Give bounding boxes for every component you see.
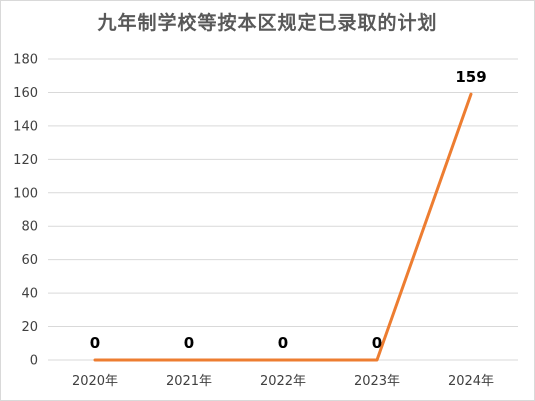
y-tick-label: 100	[13, 186, 38, 201]
data-label: 0	[372, 334, 382, 352]
series-layer	[93, 92, 473, 362]
y-tick-label: 180	[13, 53, 38, 68]
y-tick-label: 80	[21, 220, 38, 235]
series-line	[93, 92, 473, 362]
x-tick-label: 2022年	[260, 374, 306, 389]
data-labels: 0 0 0 0 159	[90, 68, 487, 352]
y-axis-ticks: 0 20 40 60 80 100 120 140 160 180	[13, 53, 38, 369]
y-tick-label: 140	[13, 119, 38, 134]
data-label: 159	[455, 68, 486, 86]
y-tick-label: 0	[30, 354, 38, 369]
y-tick-label: 20	[21, 320, 38, 335]
x-tick-label: 2020年	[72, 374, 118, 389]
gridlines	[48, 58, 518, 361]
x-tick-label: 2021年	[166, 374, 212, 389]
x-tick-label: 2024年	[448, 374, 494, 389]
data-label: 0	[278, 334, 288, 352]
x-axis-ticks: 2020年 2021年 2022年 2023年 2024年	[72, 374, 494, 389]
y-tick-label: 160	[13, 86, 38, 101]
data-label: 0	[184, 334, 194, 352]
y-tick-label: 120	[13, 153, 38, 168]
data-label: 0	[90, 334, 100, 352]
y-tick-label: 60	[21, 253, 38, 268]
y-tick-label: 40	[21, 287, 38, 302]
x-tick-label: 2023年	[354, 374, 400, 389]
chart-title: 九年制学校等按本区规定已录取的计划	[97, 12, 438, 34]
